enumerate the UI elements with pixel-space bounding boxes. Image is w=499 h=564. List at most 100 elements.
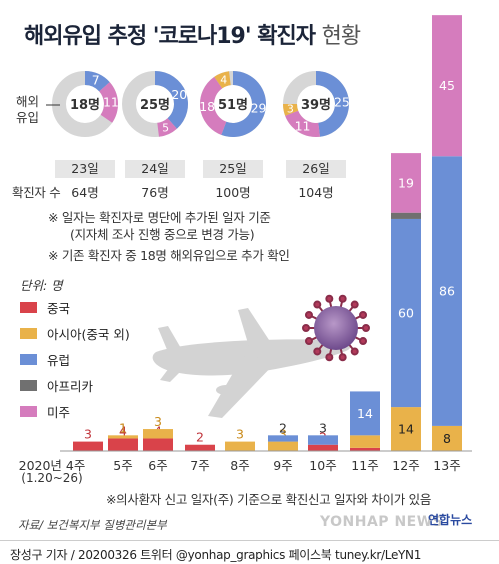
bar-segment xyxy=(350,435,380,448)
donut-slice xyxy=(221,71,266,137)
virus-spike-tip xyxy=(304,310,313,319)
bar-segment xyxy=(432,425,462,451)
virus-spike-tip xyxy=(313,347,322,356)
legend-item: 아프리카 xyxy=(20,377,130,394)
brand-logo-text: 연합뉴스 xyxy=(428,513,473,527)
virus-icon xyxy=(302,294,370,362)
airplane-icon xyxy=(152,308,351,418)
legend-label: 미주 xyxy=(47,404,71,420)
bar-value-label: 8 xyxy=(443,431,451,446)
date-header: 23일 xyxy=(55,160,115,178)
x-tick-label: 8주 xyxy=(230,458,250,473)
donut-slice-label: 11 xyxy=(103,94,119,109)
bar-value-label: 2 xyxy=(279,420,287,435)
donut-slice xyxy=(157,118,177,137)
bar-segment xyxy=(391,218,421,408)
virus-spike-tip xyxy=(350,347,359,356)
donut-slice-label: 18 xyxy=(199,99,215,114)
bar-segment xyxy=(391,153,421,213)
bar-value-label: 2 xyxy=(196,430,204,445)
bar-value-label: 86 xyxy=(439,284,455,299)
stacked-bar-chart: 341432332231414146021988645 xyxy=(60,15,472,452)
legend-swatch xyxy=(20,301,37,313)
x-tick-label: 12주 xyxy=(392,458,420,473)
bar-value-label: 19 xyxy=(398,175,414,190)
x-tick-label: 9주 xyxy=(273,458,293,473)
legend-item: 유럽 xyxy=(20,351,130,368)
donut-center-label: 18명 xyxy=(70,97,100,113)
donut-slice-label: 5 xyxy=(162,122,169,135)
legend-item: 아시아(중국 외) xyxy=(20,325,130,342)
virus-spike-tip xyxy=(359,337,368,346)
donut-row-label-line2: 유입 xyxy=(16,110,40,125)
donut-slice xyxy=(283,104,299,116)
legend-swatch xyxy=(20,327,37,339)
bar-segment xyxy=(225,441,255,451)
axis-note: ※의사환자 신고 일자(주) 기준으로 확진신고 일자와 차이가 있음 xyxy=(106,492,432,507)
total-label: 확진자 수 xyxy=(12,185,61,200)
x-tick-label: 7주 xyxy=(190,458,210,473)
legend-item: 중국 xyxy=(20,299,130,316)
bar-segment xyxy=(108,438,138,451)
x-tick-sublabel: (1.20~26) xyxy=(21,471,83,485)
unit-label: 단위: 명 xyxy=(20,278,63,293)
legend-label: 중국 xyxy=(47,300,71,316)
x-tick-label: 2020년 4주 xyxy=(18,458,86,473)
title-main: 해외유입 추정 '코로나19' 확진자 xyxy=(24,24,316,49)
bar-value-label: 3 xyxy=(236,427,244,442)
bar-value-label: 1 xyxy=(119,420,127,435)
x-tick-label: 11주 xyxy=(351,458,379,473)
bar-segment xyxy=(73,441,103,451)
watermark-text: YONHAP NEWS xyxy=(320,514,444,530)
daily-total: 76명 xyxy=(141,185,169,200)
legend-item: 미주 xyxy=(20,403,130,420)
bar-value-label: 3 xyxy=(84,427,92,442)
donut-row-label: 해외 유입 xyxy=(16,94,39,126)
bar-value-label: 3 xyxy=(154,414,162,429)
legend-label: 아프리카 xyxy=(47,378,94,394)
donut-slice xyxy=(200,76,227,135)
virus-spike-tip xyxy=(302,324,310,332)
bar-value-label: 14 xyxy=(398,422,414,437)
bar-segment xyxy=(268,441,298,451)
donut-slice-label: 20 xyxy=(171,87,187,102)
virus-spike-tip xyxy=(338,353,347,362)
donut-slice-label: 7 xyxy=(92,72,100,87)
title-suffix: 현황 xyxy=(321,24,361,49)
donut-slice-label: 3 xyxy=(287,103,294,116)
donut-slice-label: 29 xyxy=(251,101,267,116)
x-tick-label: 13주 xyxy=(433,458,461,473)
source-credit: 자료/ 보건복지부 질병관리본부 xyxy=(18,518,167,532)
virus-spike-tip xyxy=(350,300,359,309)
legend-swatch xyxy=(20,353,37,365)
donut-slice-label: 4 xyxy=(220,74,227,87)
legend-label: 아시아(중국 외) xyxy=(47,326,130,342)
donut-slice xyxy=(85,71,110,92)
x-tick-label: 5주 xyxy=(113,458,133,473)
bar-value-label: 45 xyxy=(439,78,455,93)
daily-total: 64명 xyxy=(71,185,99,200)
virus-spike-tip xyxy=(313,300,322,309)
donut-center-label: 39명 xyxy=(301,97,331,113)
bar-segment xyxy=(108,435,138,439)
note-additional-18: ※ 기존 확진자 중 18명 해외유입으로 추가 확인 xyxy=(48,248,290,263)
donut-center-label: 51명 xyxy=(218,97,248,113)
daily-total: 100명 xyxy=(215,185,251,200)
donut-slice-label: 25 xyxy=(334,94,350,109)
donut-slice xyxy=(214,71,231,89)
date-header: 24일 xyxy=(125,160,185,178)
bar-value-label: 14 xyxy=(357,406,373,421)
legend-swatch xyxy=(20,379,37,391)
legend-swatch xyxy=(20,405,37,417)
bar-segment xyxy=(350,391,380,436)
note-subject-to-change: (지자체 조사 진행 중으로 변경 가능) xyxy=(70,227,255,242)
virus-spike-tip xyxy=(362,324,370,332)
bar-segment xyxy=(432,156,462,426)
footer-credit: 장성구 기자 / 20200326 트위터 @yonhap_graphics 페… xyxy=(0,540,499,564)
bar-segment xyxy=(432,15,462,157)
virus-spike-tip xyxy=(304,337,313,346)
bar-segment xyxy=(350,447,380,451)
virus-spike-tip xyxy=(325,353,334,362)
